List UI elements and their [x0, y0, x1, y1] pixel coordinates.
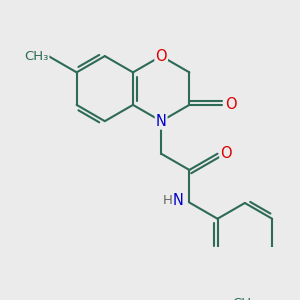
Text: CH₃: CH₃ — [233, 297, 257, 300]
Text: O: O — [226, 98, 237, 112]
Text: N: N — [156, 114, 167, 129]
Text: CH₃: CH₃ — [24, 50, 49, 63]
Text: O: O — [220, 146, 232, 161]
Text: O: O — [155, 49, 167, 64]
Text: N: N — [173, 193, 184, 208]
Text: H: H — [162, 194, 172, 207]
